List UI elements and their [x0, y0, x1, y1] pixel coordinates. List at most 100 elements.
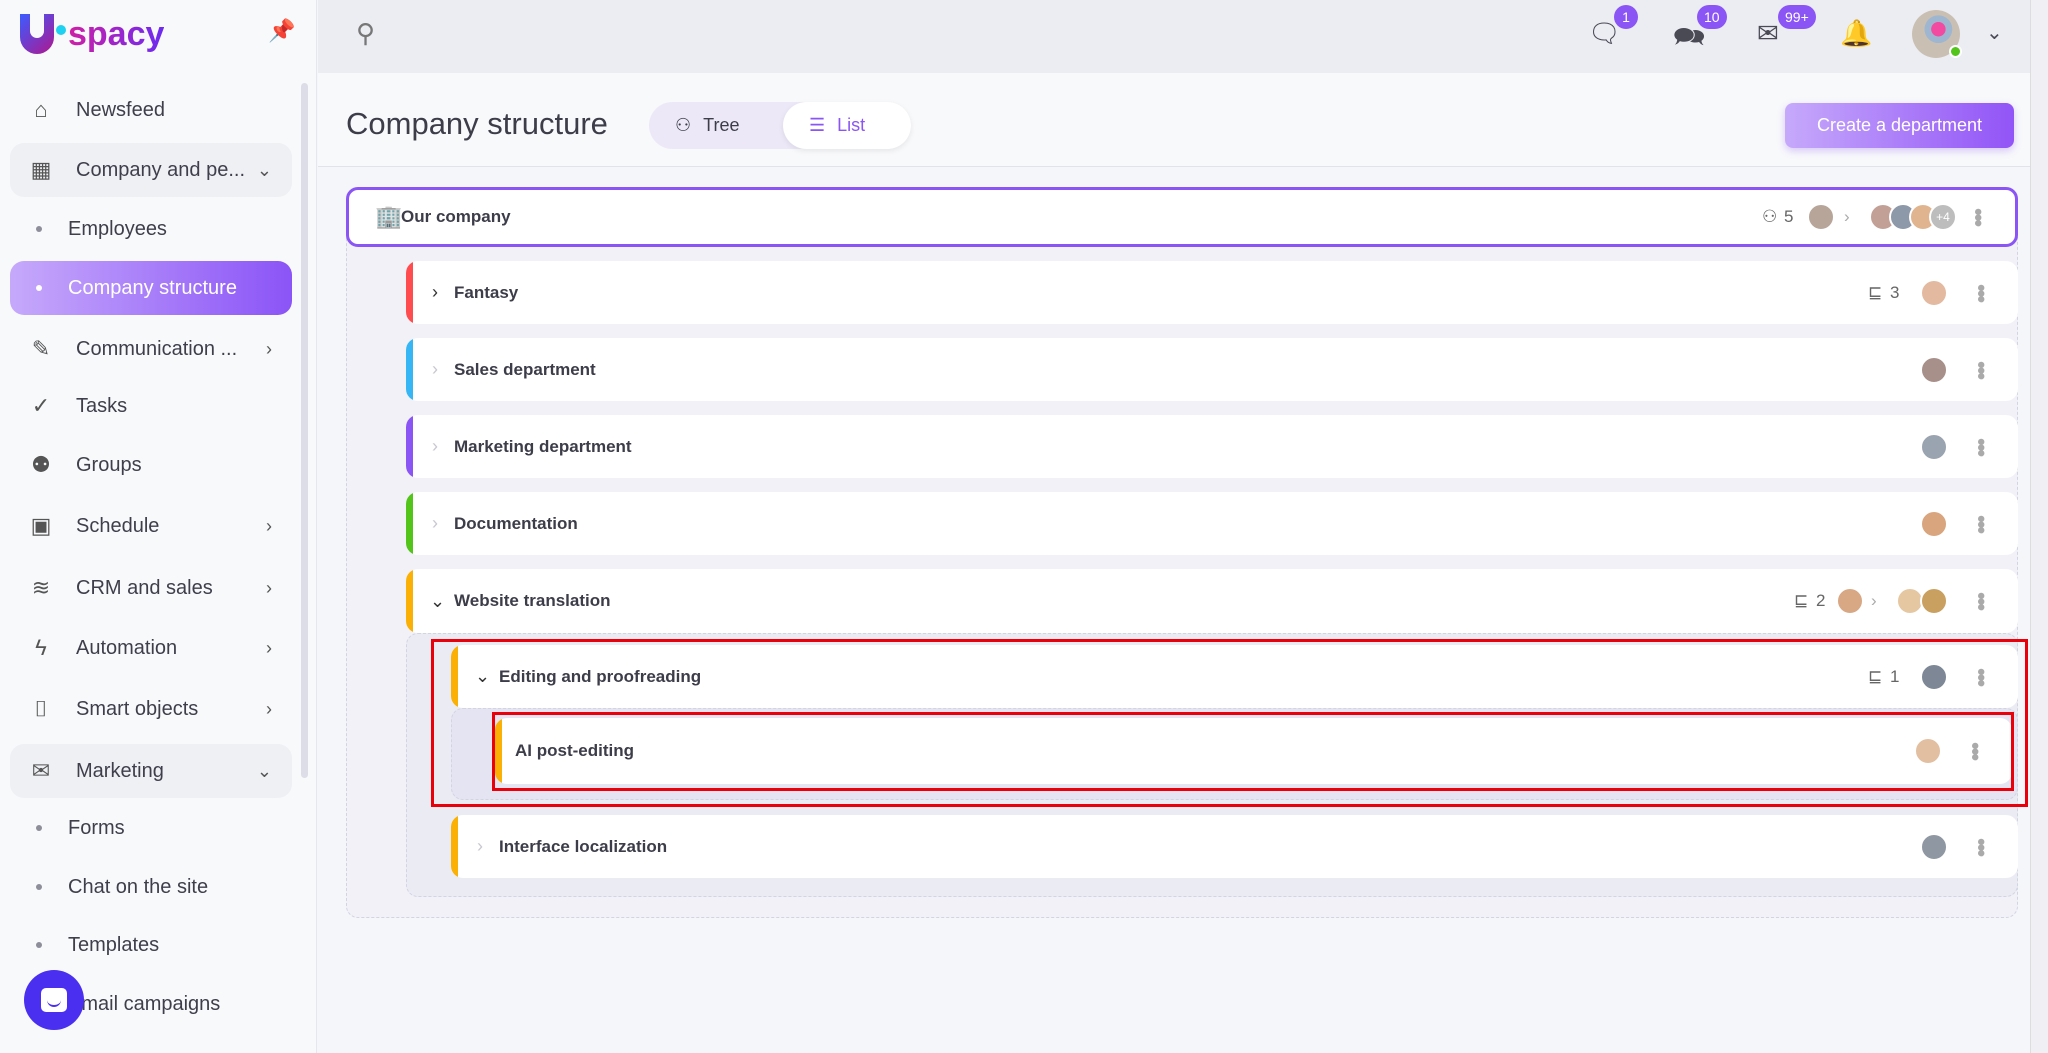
chevron-right-icon[interactable]: › — [432, 282, 438, 302]
department-row[interactable]: ⌄ Editing and proofreading ⊑ 1 ••• — [451, 645, 2018, 708]
chevron-down-icon[interactable]: ⌄ — [430, 590, 446, 611]
chevron-right-icon: › — [1844, 207, 1850, 226]
chevron-right-icon[interactable]: › — [432, 359, 438, 379]
head-avatar[interactable] — [1920, 662, 1948, 691]
more-options-icon[interactable]: ••• — [1969, 667, 1994, 686]
sidebar-item-schedule[interactable]: ▣ Schedule › — [10, 499, 292, 553]
chevron-right-icon[interactable]: › — [477, 836, 483, 856]
more-options-icon[interactable]: ••• — [1969, 592, 1994, 610]
list-icon: ☰ — [809, 115, 826, 135]
sidebar-item-label: Chat on the site — [68, 875, 209, 898]
sidebar-item-label: Company and pe... — [76, 158, 245, 181]
messages-icon[interactable]: 🗪 — [1673, 21, 1706, 51]
chevron-down-icon: ⌄ — [256, 760, 272, 781]
member-avatar[interactable] — [1920, 587, 1948, 615]
uspacy-logo[interactable]: spacy — [20, 14, 164, 54]
online-status-dot — [1949, 45, 1962, 58]
department-row[interactable]: › Marketing department ••• — [406, 415, 2018, 478]
chevron-down-icon[interactable]: ⌄ — [475, 666, 491, 686]
sidebar-item-communication[interactable]: ✎ Communication ... › — [10, 322, 292, 376]
more-members-badge[interactable]: +4 — [1929, 203, 1957, 231]
support-chat-launcher[interactable] — [24, 970, 84, 1030]
bullet-icon — [36, 942, 42, 948]
department-color-bar — [406, 569, 413, 633]
bullet-icon — [36, 825, 42, 831]
sidebar-item-tasks[interactable]: ✓ Tasks — [10, 379, 292, 433]
chevron-down-icon: ⌄ — [256, 159, 272, 180]
more-options-icon[interactable]: ••• — [1966, 208, 1991, 226]
sidebar-item-groups[interactable]: ⚉ Groups — [10, 438, 292, 492]
sidebar-item-templates[interactable]: Templates — [10, 918, 292, 972]
sidebar-item-smart-objects[interactable]: ⌷ Smart objects › — [10, 682, 292, 736]
messages-badge: 10 — [1697, 5, 1727, 29]
head-avatar[interactable] — [1836, 587, 1864, 615]
head-avatar[interactable] — [1920, 278, 1948, 307]
department-name: Our company — [401, 207, 511, 226]
chevron-right-icon[interactable]: › — [432, 436, 438, 456]
sidebar-item-marketing[interactable]: ✉ Marketing ⌄ — [10, 744, 292, 798]
sidebar-item-forms[interactable]: Forms — [10, 801, 292, 855]
chevron-right-icon: › — [266, 698, 272, 719]
department-color-bar — [406, 261, 413, 324]
department-row[interactable]: AI post-editing ••• — [495, 718, 2012, 784]
sidebar-item-newsfeed[interactable]: ⌂ Newsfeed — [10, 83, 292, 137]
more-options-icon[interactable]: ••• — [1969, 283, 1994, 302]
home-icon: ⌂ — [34, 97, 48, 122]
chevron-right-icon[interactable]: › — [432, 513, 438, 533]
department-row[interactable]: › Documentation ••• — [406, 492, 2018, 555]
sidebar-item-automation[interactable]: ϟ Automation › — [10, 621, 292, 675]
tree-icon: ⚇ — [675, 115, 692, 135]
department-color-bar — [406, 338, 413, 401]
sidebar-item-crm-and-sales[interactable]: ≋ CRM and sales › — [10, 561, 292, 615]
head-avatar[interactable] — [1807, 203, 1835, 231]
more-options-icon[interactable]: ••• — [1963, 742, 1988, 760]
subdepartments-icon: ⊑ — [1794, 591, 1809, 610]
head-avatar[interactable] — [1920, 509, 1948, 538]
department-row[interactable]: › Fantasy ⊑ 3 ••• — [406, 261, 2018, 324]
more-options-icon[interactable]: ••• — [1969, 360, 1994, 379]
head-avatar[interactable] — [1920, 832, 1948, 861]
sidebar-item-label: Groups — [76, 453, 142, 476]
sidebar-item-chat-on-the-site[interactable]: Chat on the site — [10, 860, 292, 914]
more-options-icon[interactable]: ••• — [1969, 514, 1994, 533]
department-name: AI post-editing — [515, 741, 634, 760]
sidebar-item-label: Automation — [76, 636, 178, 659]
bell-icon[interactable]: 🔔 — [1840, 18, 1873, 48]
sidebar-item-company-structure[interactable]: Company structure — [10, 261, 292, 315]
sidebar-item-label: Forms — [68, 816, 125, 839]
sidebar-item-label: Employees — [68, 217, 167, 240]
root-department-row[interactable]: 🏢 Our company ⚇ 5 › +4 ••• — [346, 187, 2018, 247]
sidebar-item-label: CRM and sales — [76, 576, 213, 599]
department-name: Sales department — [454, 359, 596, 379]
bullet-icon — [36, 884, 42, 890]
subdepartment-count: 1 — [1890, 666, 1900, 686]
more-options-icon[interactable]: ••• — [1969, 837, 1994, 856]
create-department-button[interactable]: Create a department — [1785, 103, 2014, 148]
subdepartment-count: 2 — [1816, 591, 1826, 610]
page-scrollbar[interactable] — [2030, 0, 2048, 1053]
head-avatar[interactable] — [1920, 432, 1948, 461]
mail-icon[interactable]: ✉ — [1757, 18, 1779, 48]
chevron-down-icon[interactable]: ⌄ — [1986, 22, 2003, 44]
chat-badge: 1 — [1614, 5, 1638, 29]
communication-icon: ✎ — [31, 336, 51, 361]
department-row[interactable]: ⌄ Website translation › ⊑ 2 ••• — [406, 569, 2018, 633]
chevron-right-icon: › — [266, 515, 272, 536]
tab-list[interactable]: ☰ List — [783, 102, 911, 149]
subdepartments-icon: ⊑ — [1868, 666, 1883, 686]
department-name: Fantasy — [454, 282, 519, 302]
search-icon[interactable]: ⚲ — [356, 18, 376, 48]
pin-icon[interactable]: 📌 — [268, 18, 296, 43]
head-avatar[interactable] — [1914, 737, 1942, 765]
more-options-icon[interactable]: ••• — [1969, 437, 1994, 456]
department-row[interactable]: › Sales department ••• — [406, 338, 2018, 401]
sidebar-scrollbar[interactable] — [301, 83, 308, 778]
department-row[interactable]: › Interface localization ••• — [451, 815, 2018, 878]
sidebar-item-employees[interactable]: Employees — [10, 202, 292, 256]
sidebar-item-label: Templates — [68, 933, 160, 956]
tab-tree[interactable]: ⚇ Tree — [675, 115, 740, 135]
highlight-box — [431, 639, 2028, 807]
view-toggle: ⚇ Tree ☰ List — [649, 102, 911, 149]
head-avatar[interactable] — [1920, 355, 1948, 384]
sidebar-item-company-and-pe[interactable]: ▦ Company and pe... ⌄ — [10, 143, 292, 197]
